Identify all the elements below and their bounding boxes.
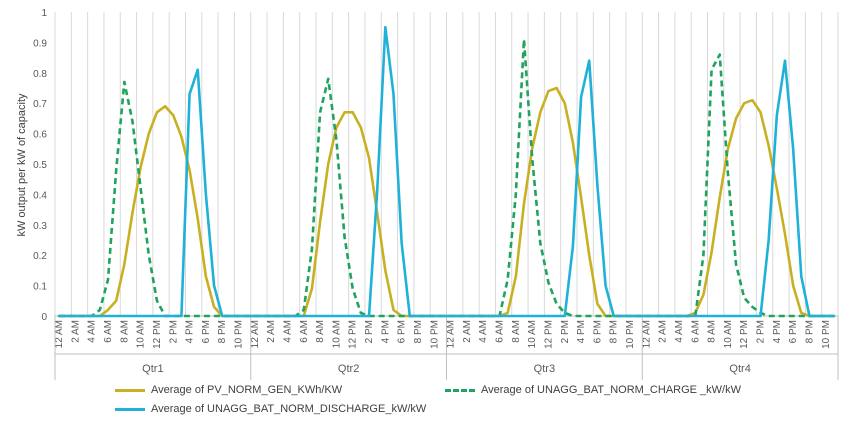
x-tick-label: 8 AM <box>511 320 522 343</box>
y-tick-label: 0.7 <box>33 99 47 110</box>
x-tick-label: 2 PM <box>560 320 571 343</box>
x-tick-label: 12 AM <box>54 320 65 348</box>
x-tick-label: 8 AM <box>707 320 718 343</box>
group-label: Qtr3 <box>534 363 555 375</box>
series-layer <box>57 25 836 318</box>
x-tick-label: 8 AM <box>315 320 326 343</box>
x-tick-label: 4 PM <box>185 320 196 343</box>
y-tick-label: 0.9 <box>33 38 47 49</box>
x-tick-label: 2 AM <box>658 320 669 343</box>
x-tick-label: 12 AM <box>250 320 261 348</box>
x-tick-label: 6 AM <box>299 320 310 343</box>
y-tick-label: 0.4 <box>33 190 47 201</box>
x-tick-label: 4 AM <box>674 320 685 343</box>
x-tick-label: 6 AM <box>495 320 506 343</box>
x-tick-label: 10 AM <box>527 320 538 348</box>
x-tick-label: 6 PM <box>201 320 212 343</box>
x-tick-label: 10 PM <box>821 320 832 349</box>
y-tick-label: 0.1 <box>33 282 47 293</box>
x-tick-label: 10 PM <box>625 320 636 349</box>
y-tick-label: 0.6 <box>33 130 47 141</box>
x-tick-label: 4 AM <box>87 320 98 343</box>
x-tick-label: 12 PM <box>152 320 163 349</box>
x-tick-label: 10 AM <box>331 320 342 348</box>
x-tick-label: 12 PM <box>739 320 750 349</box>
y-tick-label: 0.3 <box>33 221 47 232</box>
x-tick-label: 4 PM <box>772 320 783 343</box>
series-line-1 <box>59 38 834 318</box>
x-tick-label: 10 PM <box>234 320 245 349</box>
axis-layer: 0 0.1 0.2 0.3 0.4 0.5 0.6 0.7 0.8 0.9 1 12 AM 2 AM 4 … <box>33 8 839 380</box>
y-tick-label: 0.2 <box>33 251 47 262</box>
x-tick-label: 2 PM <box>756 320 767 343</box>
x-tick-label: 4 PM <box>380 320 391 343</box>
x-tick-label: 8 PM <box>804 320 815 343</box>
x-tick-label: 10 AM <box>136 320 147 348</box>
y-axis-label: kW output per kW of capacity <box>16 93 28 237</box>
x-tick-label: 12 AM <box>641 320 652 348</box>
x-tick-label: 6 PM <box>788 320 799 343</box>
x-tick-label: 12 PM <box>543 320 554 349</box>
x-tick-label: 6 AM <box>103 320 114 343</box>
y-tick-label: 0.5 <box>33 160 47 171</box>
x-tick-label: 10 AM <box>723 320 734 348</box>
x-tick-label: 12 PM <box>348 320 359 349</box>
x-tick-label: 12 AM <box>446 320 457 348</box>
x-tick-label: 6 AM <box>690 320 701 343</box>
x-tick-label: 8 PM <box>217 320 228 343</box>
x-tick-label: 8 AM <box>119 320 130 343</box>
grid-layer <box>54 12 839 316</box>
x-tick-label: 2 AM <box>70 320 81 343</box>
y-tick-label: 0.8 <box>33 69 47 80</box>
y-tick-label: 1 <box>41 8 47 19</box>
x-tick-label: 6 PM <box>592 320 603 343</box>
group-label: Qtr4 <box>729 363 750 375</box>
x-tick-label: 2 AM <box>462 320 473 343</box>
x-tick-label: 8 PM <box>413 320 424 343</box>
group-label: Qtr1 <box>142 363 163 375</box>
x-tick-label: 2 PM <box>364 320 375 343</box>
series-line-2 <box>57 25 836 318</box>
group-label: Qtr2 <box>338 363 359 375</box>
x-tick-label: 4 AM <box>478 320 489 343</box>
x-tick-label: 10 PM <box>429 320 440 349</box>
x-tick-label: 4 PM <box>576 320 587 343</box>
x-tick-label: 8 PM <box>609 320 620 343</box>
x-tick-label: 6 PM <box>397 320 408 343</box>
y-tick-label: 0 <box>41 312 47 323</box>
x-tick-label: 2 AM <box>266 320 277 343</box>
x-tick-label: 4 AM <box>282 320 293 343</box>
x-tick-label: 2 PM <box>168 320 179 343</box>
